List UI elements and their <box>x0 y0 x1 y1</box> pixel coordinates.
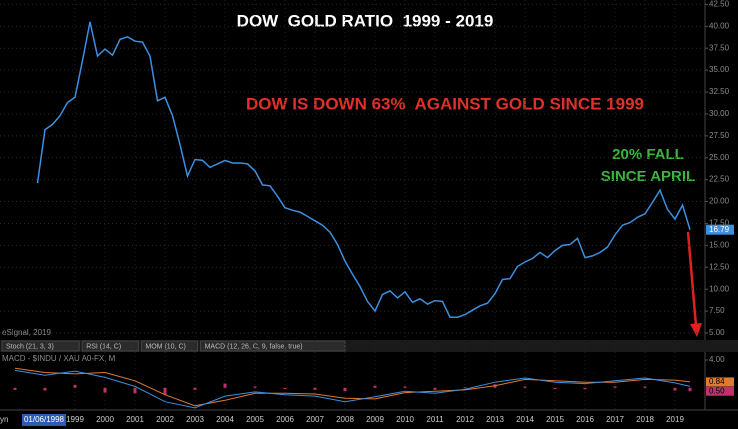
y-tick-label: 27.50 <box>709 131 730 140</box>
histogram-bar <box>73 384 77 388</box>
x-tick-label: 2014 <box>516 415 534 424</box>
histogram-bar <box>103 387 107 393</box>
x-tick-label: 2005 <box>246 415 264 424</box>
y-tick-label: 4.00 <box>709 355 725 364</box>
value-tag <box>706 377 734 387</box>
x-tick-label: 2010 <box>396 415 414 424</box>
data-line <box>36 21 691 318</box>
y-tick-label: 15.00 <box>709 240 730 249</box>
histogram-bar <box>643 386 647 388</box>
histogram-bar <box>223 383 227 388</box>
histogram-bar <box>613 386 617 388</box>
y-tick-label: 7.50 <box>709 306 725 315</box>
histogram-bar <box>283 387 287 390</box>
x-tick-label: 2018 <box>636 415 654 424</box>
x-tick-label: 2007 <box>306 415 324 424</box>
date-box <box>22 414 66 426</box>
x-tick-label: 2003 <box>186 415 204 424</box>
value-tag <box>706 386 734 396</box>
y-tick-label: 22.50 <box>709 175 730 184</box>
arrow-head <box>690 323 702 337</box>
source: eSignal, 2019 <box>2 328 51 337</box>
x-tick-label: 2019 <box>666 415 684 424</box>
cut-label: yn <box>0 415 8 424</box>
last-value-label: 16.79 <box>709 225 730 234</box>
annotation: SINCE APRIL <box>601 168 695 185</box>
x-tick-label: 1999 <box>66 415 84 424</box>
histogram-bar <box>163 387 167 395</box>
x-tick-label: 2016 <box>576 415 594 424</box>
panel-title: MACD - $INDU / XAU A0-FX, M <box>2 354 116 363</box>
x-tick-label: 2012 <box>456 415 474 424</box>
y-tick-label: 20.00 <box>709 197 730 206</box>
arrow <box>686 231 698 327</box>
y-tick-label: 35.00 <box>709 65 730 74</box>
histogram-bar <box>43 387 47 391</box>
x-tick-label: 2000 <box>96 415 114 424</box>
x-tick-label: 2006 <box>276 415 294 424</box>
y-tick-label: 30.00 <box>709 109 730 118</box>
histogram-bar <box>583 387 587 390</box>
histogram-bar <box>463 387 467 388</box>
y-tick-label: 42.50 <box>709 0 730 8</box>
histogram-bar <box>553 387 557 390</box>
histogram-bar <box>253 386 257 388</box>
y-tick-label: 12.50 <box>709 262 730 271</box>
histogram-bar <box>688 387 692 392</box>
histogram-bar <box>313 387 317 390</box>
x-tick-label: 2009 <box>366 415 384 424</box>
date-label: 01/06/1998 <box>24 415 65 424</box>
tab <box>200 340 346 352</box>
histogram-bar <box>373 385 377 388</box>
histogram-bar <box>133 387 137 394</box>
value-tag-label: 0.84 <box>709 377 725 386</box>
x-tick-label: 2002 <box>156 415 174 424</box>
y-tick-label: 37.50 <box>709 43 730 52</box>
histogram-bar <box>13 387 17 390</box>
histogram-bar <box>193 387 197 390</box>
annotation: 20% FALL <box>612 146 684 163</box>
histogram-bar <box>523 386 527 388</box>
data-line <box>14 369 691 409</box>
value-tag-label: 0.50 <box>709 386 725 395</box>
y-tick-label: 10.00 <box>709 284 730 293</box>
y-tick-label: 40.00 <box>709 21 730 30</box>
x-tick-label: 2008 <box>336 415 354 424</box>
tab <box>81 340 139 352</box>
last-value-tag <box>706 224 734 235</box>
x-tick-label: 2017 <box>606 415 624 424</box>
histogram-bar <box>343 387 347 392</box>
tab <box>1 340 80 352</box>
chart-title: DOW GOLD RATIO 1999 - 2019 <box>237 11 494 30</box>
y-tick-label: 17.50 <box>709 219 730 228</box>
y-tick-label: 25.00 <box>709 153 730 162</box>
tab-label: RSI (14, C) <box>86 343 121 350</box>
x-tick-label: 2001 <box>126 415 144 424</box>
data-line <box>14 367 691 407</box>
y-tick-label: 32.50 <box>709 87 730 96</box>
annotation: DOW IS DOWN 63% AGAINST GOLD SINCE 1999 <box>246 94 644 113</box>
x-tick-label: 2013 <box>486 415 504 424</box>
tab <box>140 340 199 352</box>
tab-label: Stoch (21, 3, 3) <box>6 343 54 350</box>
histogram-bar <box>673 387 677 391</box>
x-tick-label: 2011 <box>426 415 444 424</box>
tab-label: MACD (12, 26, C, 9, false, true) <box>205 343 303 350</box>
x-tick-label: 2015 <box>546 415 564 424</box>
tab-label: MOM (10, C) <box>145 343 185 350</box>
histogram-bar <box>403 386 407 388</box>
y-tick-label: 5.00 <box>709 328 725 337</box>
histogram-bar <box>433 387 437 390</box>
x-tick-label: 2004 <box>216 415 234 424</box>
